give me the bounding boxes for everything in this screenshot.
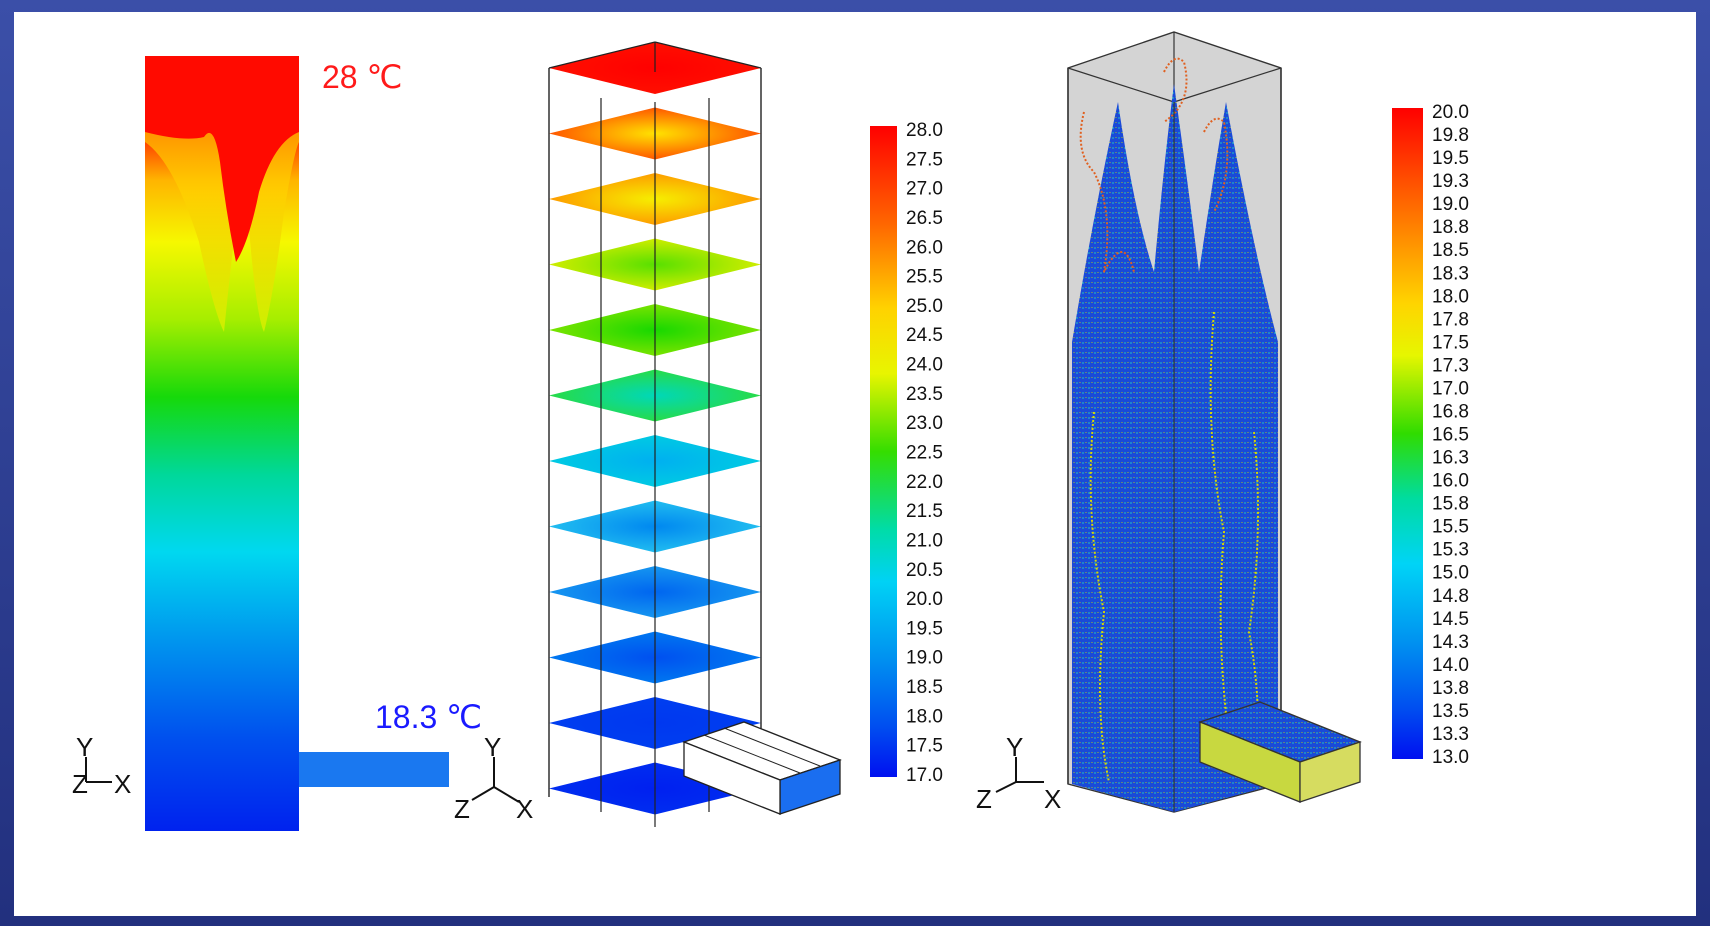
hot-temp-label: 28 ℃ [322,59,402,95]
legend-tick-label: 24.5 [906,325,943,346]
legend-tick-label: 23.0 [906,413,943,434]
legend-tick-label: 18.0 [906,706,943,727]
legend-tick-label: 25.0 [906,296,943,317]
legend-tick-label: 13.5 [1432,701,1469,722]
legend-tick-label: 23.5 [906,384,943,405]
legend-tick-label: 24.0 [906,355,943,376]
legend-tick-label: 20.0 [906,589,943,610]
legend-tick-label: 17.3 [1432,355,1469,376]
legend-tick-label: 15.0 [1432,563,1469,584]
legend-tick-label: 17.0 [1432,378,1469,399]
legend-tick-label: 17.8 [1432,309,1469,330]
cold-temp-label: 18.3 ℃ [375,699,482,735]
legend-tick-label: 18.5 [1432,240,1469,261]
legend-tick-label: 21.0 [906,530,943,551]
legend-tick-label: 19.0 [906,648,943,669]
legend-tick-label: 14.3 [1432,632,1469,653]
axis-y-label: Y [1006,732,1023,762]
figure-svg: 28 ℃ 18.3 ℃ Y Z X [72,31,1469,831]
axes-triad-1: Y Z X [72,732,131,799]
hot-core [145,56,299,262]
legend-tick-label: 15.5 [1432,517,1469,538]
particle-tracks-panel: Y Z X [976,31,1362,814]
legend-tick-label: 14.0 [1432,655,1469,676]
legend-tick-label: 18.8 [1432,217,1469,238]
legend-tick-label: 20.0 [1432,102,1469,123]
legend-tick-label: 16.0 [1432,471,1469,492]
axis-x-label: X [516,794,533,824]
inlet-duct [299,752,449,787]
axes-triad-3: Y Z X [976,732,1061,814]
figure-panel: 28 ℃ 18.3 ℃ Y Z X [14,12,1696,916]
legend-tick-label: 27.0 [906,179,943,200]
axis-y-label: Y [484,732,501,762]
yellow-track-3 [1247,431,1259,783]
sliced-column-panel [548,41,842,827]
legend-tick-label: 17.5 [1432,332,1469,353]
legend-tick-label: 25.5 [906,267,943,288]
legend-tick-label: 22.5 [906,443,943,464]
legend-right: 20.019.819.519.319.018.818.518.318.017.8… [1392,102,1469,768]
legend-tick-label: 14.8 [1432,586,1469,607]
legend-tick-label: 15.8 [1432,494,1469,515]
legend-tick-label: 13.3 [1432,724,1469,745]
legend-tick-label: 19.0 [1432,194,1469,215]
axes-triad-2: Y Z X [454,732,533,824]
legend-left: 28.0 27.5 27.0 26.5 26.0 25.5 25.0 24.5 24.0 23.5… [870,120,943,786]
legend-tick-label: 19.3 [1432,171,1469,192]
orange-track-1 [1079,111,1135,273]
legend-tick-label: 17.5 [906,736,943,757]
legend-tick-label: 16.5 [1432,425,1469,446]
legend-tick-label: 19.8 [1432,125,1469,146]
legend-tick-label: 20.5 [906,560,943,581]
inlet-box-3d [1198,701,1362,803]
yellow-track-1 [1089,411,1110,783]
contour-2d-panel: 28 ℃ 18.3 ℃ Y Z X [72,56,482,831]
legend-tick-label: 26.5 [906,208,943,229]
axis-x-label: X [114,769,131,799]
legend-tick-label: 22.0 [906,472,943,493]
legend-tick-label: 26.0 [906,237,943,258]
axis-z-label: Z [454,794,470,824]
axis-z-label: Z [72,769,88,799]
legend-tick-label: 19.5 [1432,148,1469,169]
legend-tick-label: 13.8 [1432,678,1469,699]
legend-right-bar [1392,108,1423,759]
legend-tick-label: 14.5 [1432,609,1469,630]
legend-tick-label: 16.8 [1432,401,1469,422]
legend-tick-label: 17.0 [906,765,943,786]
legend-tick-label: 28.0 [906,120,943,141]
axis-y-label: Y [76,732,93,762]
axis-x-label: X [1044,784,1061,814]
legend-tick-label: 19.5 [906,618,943,639]
legend-tick-label: 15.3 [1432,540,1469,561]
legend-tick-label: 18.3 [1432,263,1469,284]
yellow-track-2 [1209,311,1235,773]
inlet-box [682,721,842,815]
legend-tick-label: 27.5 [906,149,943,170]
axis-z-label: Z [976,784,992,814]
orange-track-2 [1163,57,1188,123]
legend-tick-label: 18.5 [906,677,943,698]
legend-tick-label: 16.3 [1432,448,1469,469]
particle-cloud [1072,84,1278,812]
legend-tick-label: 13.0 [1432,747,1469,768]
legend-tick-label: 21.5 [906,501,943,522]
legend-tick-label: 18.0 [1432,286,1469,307]
legend-left-bar [870,126,897,777]
